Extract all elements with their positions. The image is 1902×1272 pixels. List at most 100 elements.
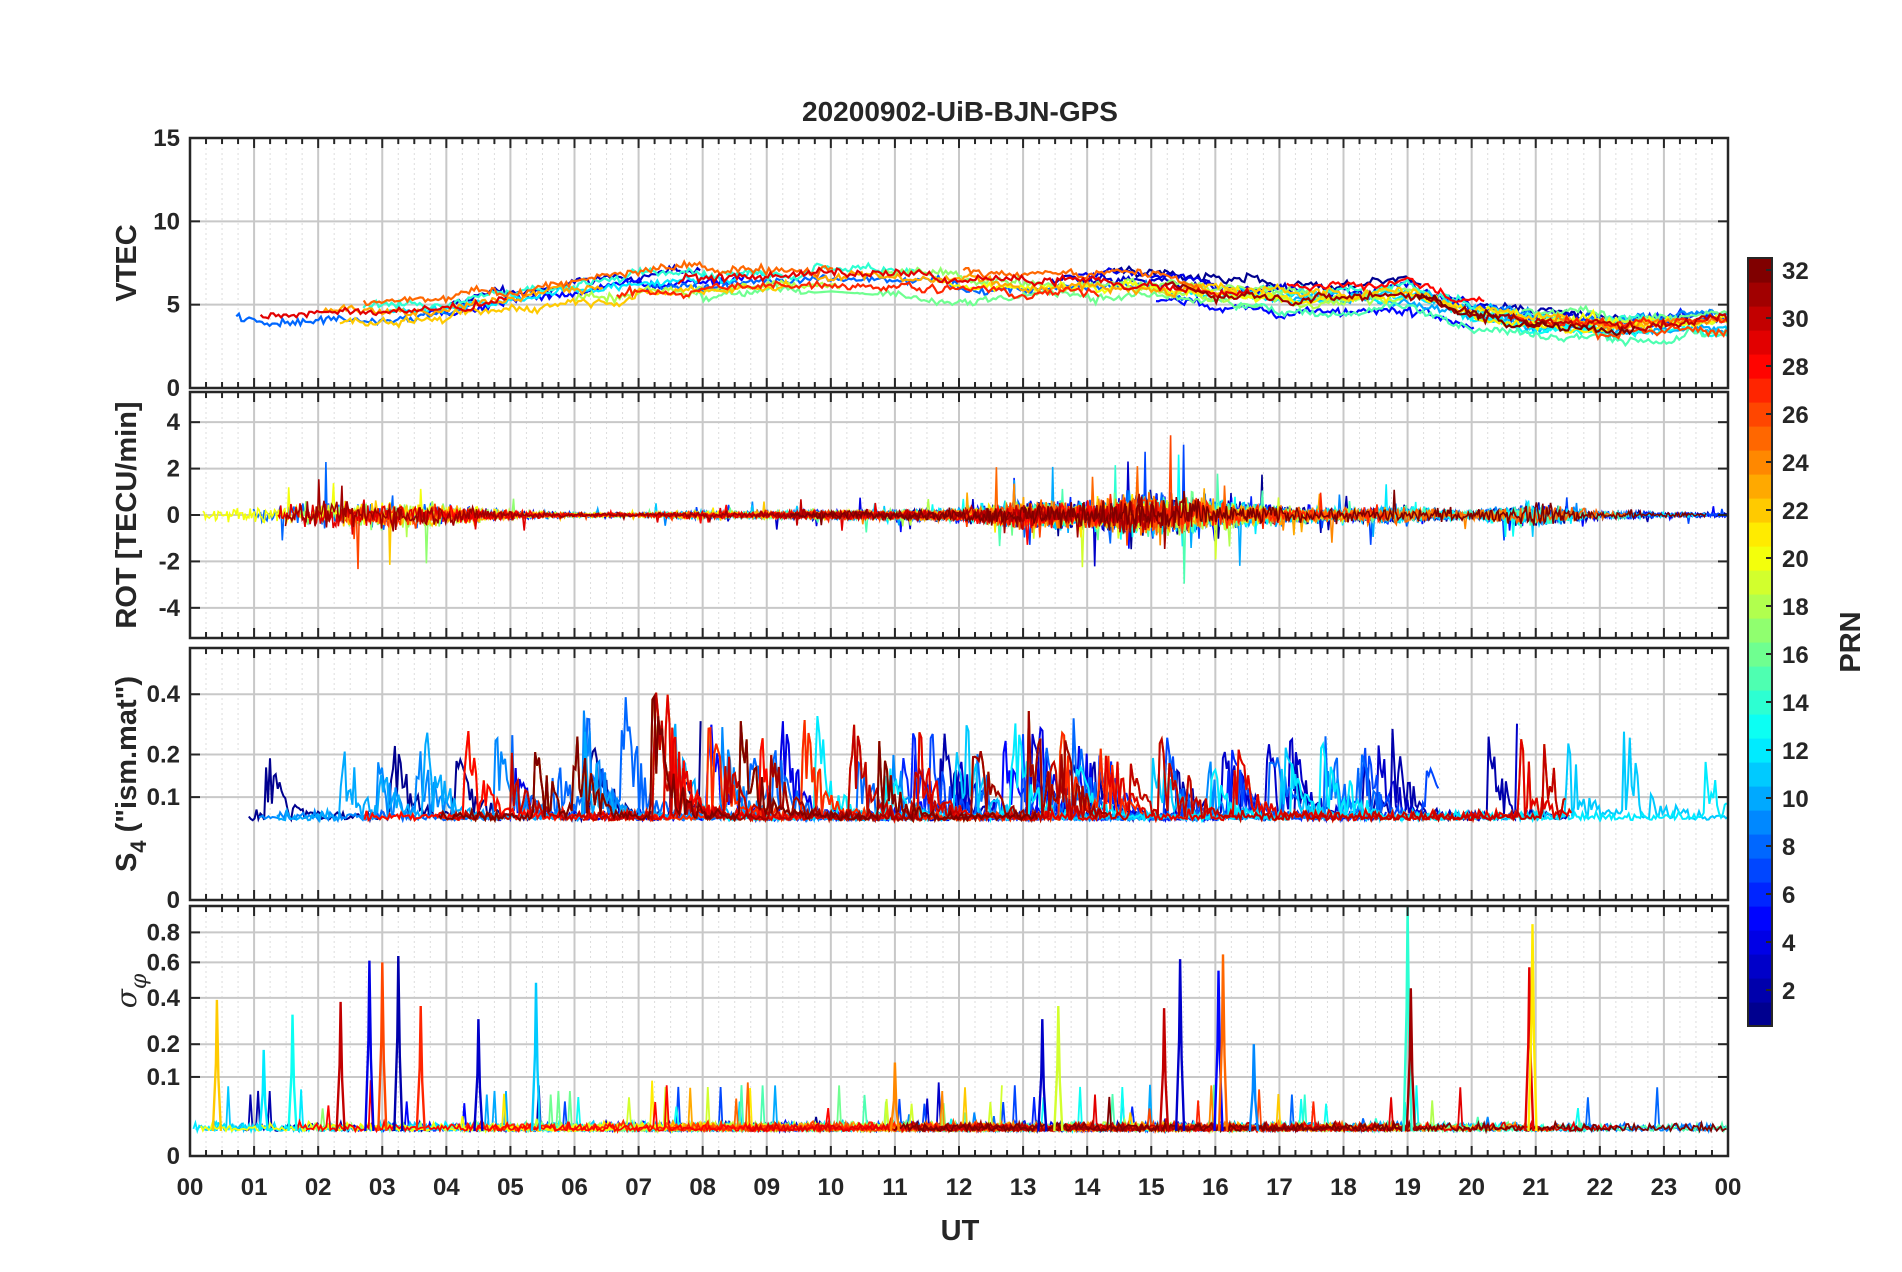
x-tick-label: 09	[753, 1174, 780, 1201]
colorbar-label: PRN	[1835, 611, 1867, 672]
y-tick-label: 0.6	[147, 949, 180, 976]
vtec-series-prn-30	[1534, 312, 1728, 333]
sigma-phi-spike-prn-12	[258, 1049, 269, 1132]
s4-series-prn-28	[363, 727, 770, 823]
s4-panel: 0 0.1 0.2 0.4S4 ("ism.mat")	[111, 646, 1730, 914]
sigma-phi-spike-prn-24	[889, 1062, 901, 1132]
x-tick-label: 21	[1522, 1174, 1549, 1201]
x-tick-label: 11	[882, 1174, 907, 1201]
x-tick-label: 14	[1074, 1174, 1101, 1201]
series-group	[235, 259, 1728, 348]
colorbar-swatch-prn-27	[1748, 378, 1772, 403]
y-axis-label: ROT [TECU/min]	[111, 401, 143, 628]
x-tick-label: 04	[433, 1174, 460, 1201]
colorbar-swatch-prn-1	[1748, 1002, 1772, 1027]
colorbar-tick-label: 12	[1782, 738, 1809, 765]
vtec-series-prn-22	[339, 278, 792, 329]
vtec-series-prn-22	[1182, 281, 1658, 330]
y-tick-label: 0.2	[147, 742, 180, 769]
x-tick-label: 13	[1010, 1174, 1037, 1201]
colorbar-frame	[1747, 257, 1773, 1027]
sigma-phi-spike-prn-29	[1524, 967, 1535, 1132]
series-group	[192, 906, 1728, 1135]
figure-title: 20200902-UiB-BJN-GPS	[802, 96, 1118, 127]
vtec-series-prn-28	[1286, 276, 1485, 304]
s4-series-prn-32	[438, 692, 1038, 824]
colorbar-swatch-prn-3	[1748, 954, 1772, 979]
x-tick-label: 17	[1266, 1174, 1293, 1201]
sigma-phi-spike-prn-25	[1217, 954, 1229, 1132]
y-tick-label: -2	[159, 548, 180, 575]
y-tick-label: 0	[167, 375, 180, 402]
sigma-phi-spike-prn-4	[364, 960, 375, 1132]
y-tick-label: 2	[167, 456, 180, 483]
colorbar-tick-label: 4	[1782, 930, 1796, 957]
colorbar-tick-label: 8	[1782, 834, 1795, 861]
x-tick-label: 23	[1651, 1174, 1678, 1201]
y-tick-label: 15	[153, 125, 180, 152]
x-tick-label: 12	[946, 1174, 973, 1201]
sigma-phi-spike-prn-3	[1174, 959, 1186, 1132]
x-axis-label: UT	[941, 1215, 980, 1247]
vtec-series-prn-23	[812, 269, 1232, 299]
colorbar-tick-label: 14	[1782, 690, 1809, 717]
y-axis-label: S4 ("ism.mat")	[111, 676, 151, 872]
sigma-phi-spike-prn-9	[1248, 1044, 1259, 1132]
series-group	[202, 435, 1728, 584]
s4-series-prn-31	[703, 710, 1109, 824]
colorbar-tick-label: 30	[1782, 306, 1809, 333]
colorbar-swatch-prn-11	[1748, 762, 1772, 787]
y-tick-label: 0.1	[147, 1064, 180, 1091]
colorbar-tick-label: 10	[1782, 786, 1809, 813]
rot-panel: -4 -2 0 2 4 ROT [TECU/min]	[111, 390, 1730, 640]
x-tick-label: 16	[1202, 1174, 1229, 1201]
x-tick-label: 01	[241, 1174, 268, 1201]
x-tick-label: 15	[1138, 1174, 1165, 1201]
colorbar-swatch-prn-25	[1748, 426, 1772, 451]
y-axis-label: σφ	[110, 973, 152, 1008]
rot-series-prn-32	[789, 489, 1707, 531]
sigma-phi-spike-prn-26	[377, 962, 388, 1132]
colorbar-swatch-prn-17	[1748, 618, 1772, 643]
x-tick-label: 02	[305, 1174, 332, 1201]
sigma-phi-spike-prn-27	[415, 1005, 426, 1132]
sigma-phi-spike-prn-31	[1405, 988, 1416, 1132]
colorbar-tick-label: 28	[1782, 354, 1809, 381]
vtec-series-prn-27	[616, 279, 1100, 301]
sigma-phi-spike-prn-30	[1158, 1008, 1170, 1132]
x-tick-label: 20	[1458, 1174, 1485, 1201]
colorbar-tick-label: 6	[1782, 882, 1795, 909]
sigma-phi-spike-prn-11	[530, 982, 542, 1132]
series-group	[248, 692, 1728, 824]
colorbar-tick-label: 32	[1782, 258, 1809, 285]
sigma-phi-spike-prn-3	[473, 1019, 484, 1132]
vtec-series-prn-25	[362, 259, 834, 307]
y-tick-label: 0.2	[147, 1031, 180, 1058]
y-tick-label: 0.4	[147, 681, 181, 708]
y-tick-label: 5	[167, 292, 180, 319]
colorbar-tick-label: 18	[1782, 594, 1809, 621]
colorbar-tick-label: 20	[1782, 546, 1809, 573]
colorbar-tick-label: 2	[1782, 978, 1795, 1005]
colorbar-swatch-prn-7	[1748, 858, 1772, 883]
x-tick-label: 19	[1394, 1174, 1421, 1201]
y-axis-label: VTEC	[111, 224, 143, 301]
colorbar-swatch-prn-13	[1748, 714, 1772, 739]
sigma-phi-spike-prn-3	[1037, 1019, 1048, 1132]
vtec-series-prn-1	[1112, 265, 1422, 292]
x-tick-label: 10	[817, 1174, 844, 1201]
colorbar-swatch-prn-5	[1748, 906, 1772, 931]
sigma-phi-series-prn-32	[893, 1096, 1727, 1135]
sigma-phi-spike-prn-13	[287, 1014, 298, 1132]
x-tick-label: 00	[177, 1174, 204, 1201]
sigma-phi-spike-prn-30	[335, 1001, 346, 1132]
x-tick-label: 22	[1586, 1174, 1613, 1201]
x-tick-label: 06	[561, 1174, 588, 1201]
colorbar-tick-label: 26	[1782, 402, 1809, 429]
sigma-phi-spike-prn-2	[393, 955, 404, 1132]
colorbar-swatch-prn-19	[1748, 570, 1772, 595]
vtec-series-prn-15	[1234, 300, 1728, 348]
y-tick-label: 10	[153, 208, 180, 235]
